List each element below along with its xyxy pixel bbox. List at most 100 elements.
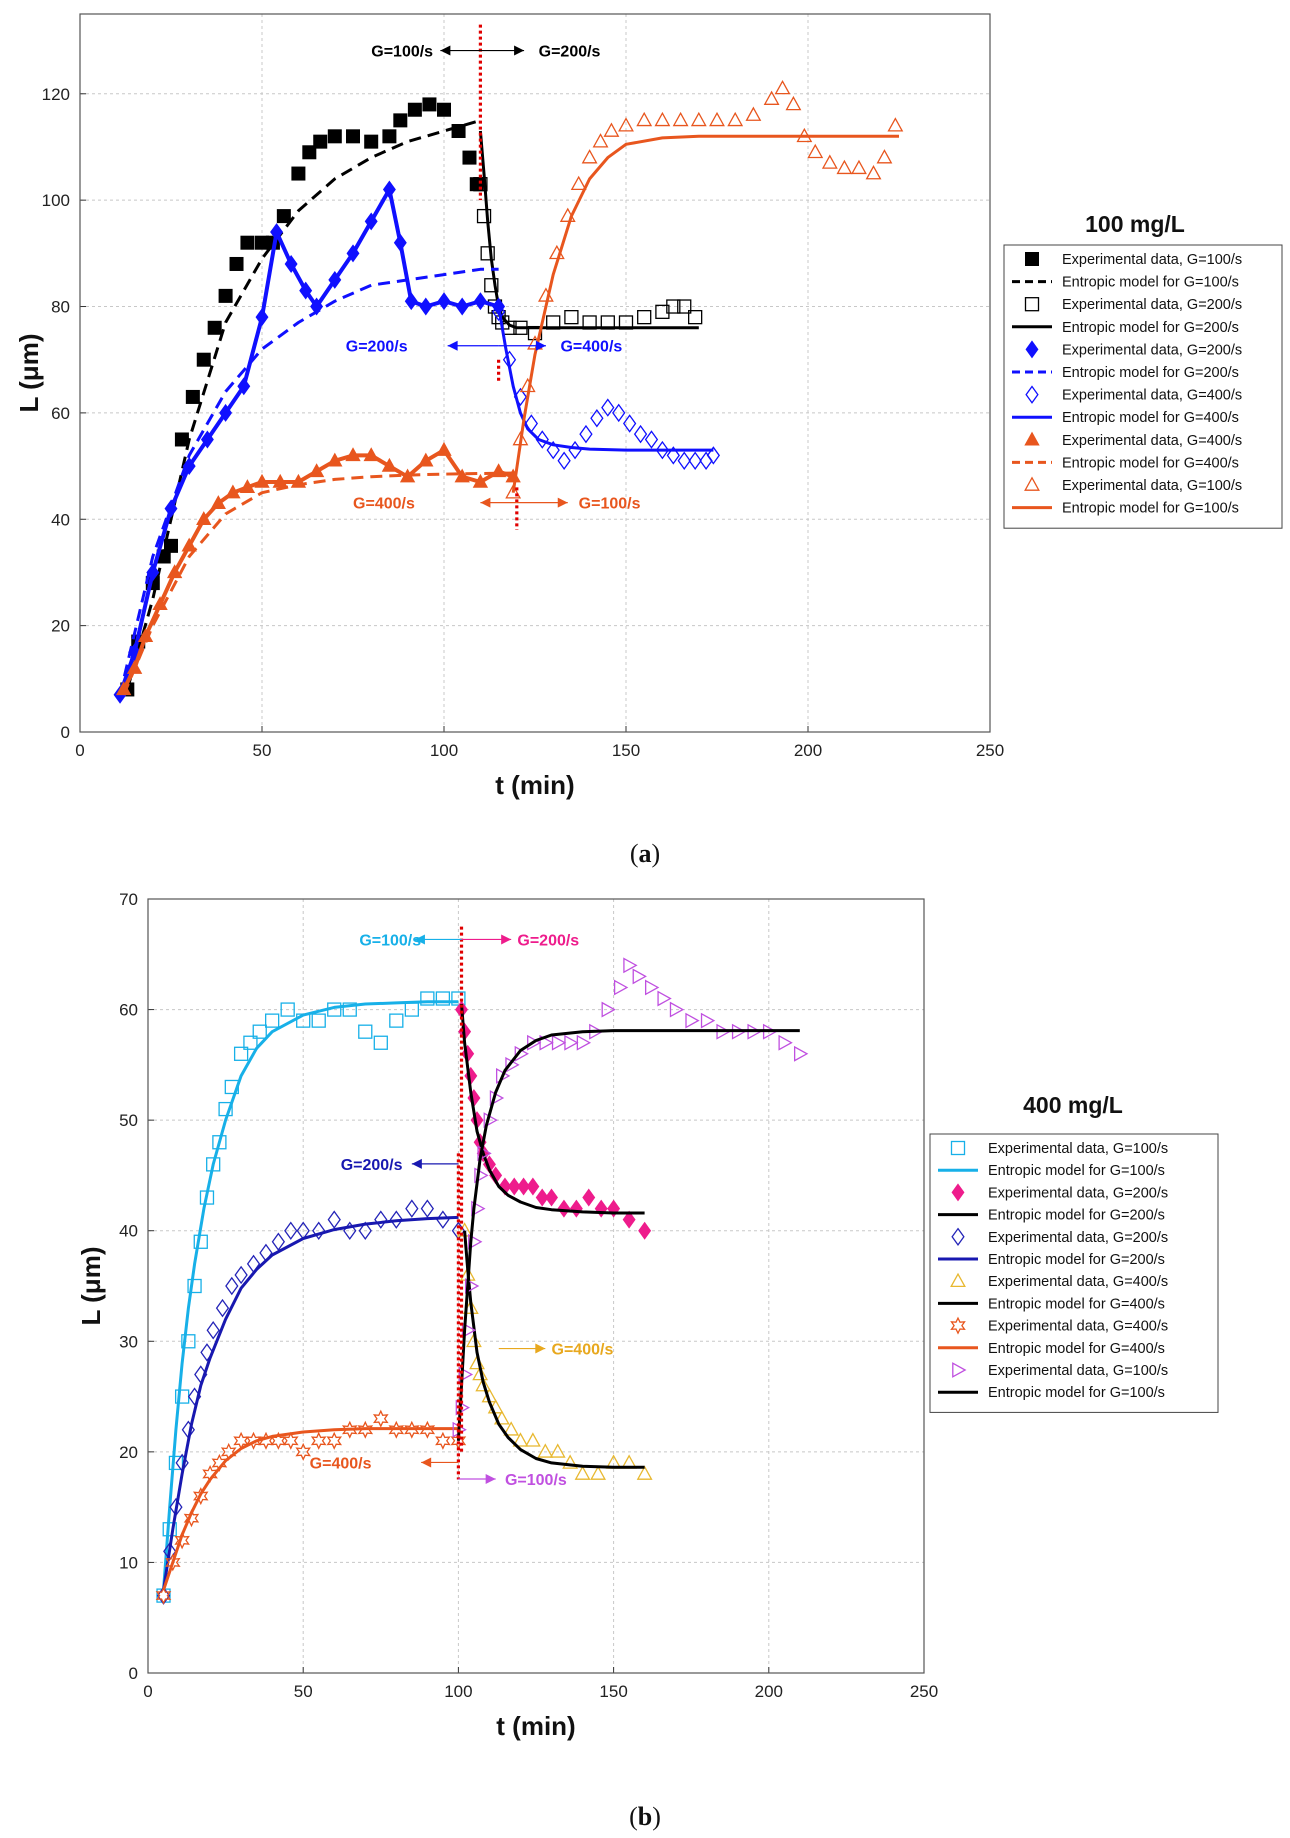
data-point — [346, 129, 360, 144]
data-point — [464, 1278, 480, 1294]
data-point — [700, 1012, 716, 1029]
data-point — [505, 484, 522, 499]
data-point — [327, 452, 343, 467]
data-point — [212, 1135, 227, 1150]
data-point — [237, 377, 251, 396]
plot-area — [148, 899, 924, 1673]
data-point — [483, 1112, 498, 1129]
data-point — [524, 1432, 541, 1447]
data-point — [471, 1200, 486, 1217]
data-point — [233, 1046, 249, 1061]
data-point — [484, 278, 499, 293]
data-point — [312, 1221, 326, 1240]
data-point — [657, 990, 672, 1007]
data-point — [512, 1432, 529, 1447]
legend-label: Experimental data, G=400/s — [1062, 388, 1242, 404]
legend-label: Entropic model for G=400/s — [988, 1341, 1165, 1357]
series-9 — [116, 441, 521, 696]
y-tick-label: 0 — [129, 1664, 138, 1683]
data-point — [763, 90, 780, 105]
x-axis-label: t (min) — [496, 1711, 575, 1741]
x-tick-label: 200 — [755, 1682, 783, 1701]
y-tick-label: 60 — [119, 1001, 138, 1020]
annotation-label: G=200/s — [539, 44, 601, 61]
data-point — [473, 292, 487, 311]
data-point — [564, 310, 579, 325]
chart-panel-b: 0 50 100 150 200 250 0 10 20 30 40 50 60 70 t (min) L (… — [76, 890, 1219, 1831]
x-tick-label: 50 — [294, 1682, 313, 1701]
data-point — [302, 145, 317, 160]
axes-frame — [147, 898, 925, 1674]
data-point — [174, 1531, 190, 1550]
data-point — [545, 1188, 558, 1207]
legend-swatch-marker — [951, 1183, 965, 1202]
data-point — [655, 304, 670, 319]
series-line — [478, 130, 699, 330]
legend-swatch-marker — [950, 1272, 966, 1288]
data-point — [240, 235, 255, 250]
data-point — [185, 389, 200, 404]
series-line — [162, 1427, 459, 1591]
caption-close-paren: ) — [652, 839, 661, 868]
data-point — [284, 1221, 298, 1240]
data-point — [174, 432, 189, 447]
series-12 — [511, 134, 899, 493]
y-tick-label: 40 — [51, 510, 70, 529]
data-point — [546, 440, 560, 460]
data-point — [419, 1420, 436, 1439]
data-point — [592, 133, 609, 148]
data-point — [215, 1298, 230, 1318]
annotation-arrow-head — [414, 934, 425, 945]
data-point — [865, 165, 882, 180]
legend-swatch-marker — [950, 1140, 966, 1156]
legend-label: Entropic model for G=100/s — [988, 1385, 1165, 1401]
legend-label: Experimental data, G=200/s — [988, 1230, 1168, 1246]
data-point — [200, 430, 214, 449]
data-point — [364, 134, 379, 149]
series-9 — [155, 1409, 467, 1605]
x-tick-label: 0 — [143, 1682, 152, 1701]
data-point — [468, 1233, 483, 1250]
annotation-label: G=200/s — [517, 932, 579, 949]
data-point — [196, 352, 211, 367]
legend-label: Experimental data, G=400/s — [1062, 433, 1242, 449]
caption-close-paren: ) — [652, 1802, 661, 1831]
x-tick-label: 150 — [599, 1682, 627, 1701]
data-point — [458, 1366, 474, 1383]
legend-label: Entropic model for G=200/s — [1062, 365, 1239, 381]
data-point — [727, 111, 744, 127]
annotation-arrow-head — [535, 340, 546, 351]
annotation-arrow-head — [480, 497, 491, 508]
data-point — [420, 991, 435, 1006]
legend-swatch-marker — [950, 1316, 966, 1335]
data-point — [557, 451, 571, 470]
data-point — [308, 463, 325, 478]
plot-area — [80, 14, 990, 732]
data-point — [498, 1177, 512, 1196]
series-line — [497, 306, 714, 452]
legend-label: Entropic model for G=400/s — [988, 1296, 1165, 1312]
data-point — [373, 1035, 388, 1050]
data-point — [420, 1199, 435, 1218]
data-point — [576, 1034, 592, 1051]
legend-swatch-marker — [1024, 297, 1040, 312]
data-point — [271, 1232, 286, 1252]
data-point — [851, 159, 867, 175]
data-point — [364, 212, 378, 231]
y-tick-label: 120 — [42, 85, 70, 104]
data-point — [688, 451, 702, 470]
data-point — [564, 1034, 579, 1051]
annotation-label: G=400/s — [353, 496, 415, 513]
y-tick-label: 10 — [119, 1553, 138, 1572]
data-point — [709, 111, 725, 127]
y-tick-label: 30 — [119, 1332, 138, 1351]
y-tick-label: 0 — [61, 723, 70, 742]
data-point — [341, 1420, 358, 1439]
y-tick-label: 20 — [119, 1443, 138, 1462]
data-point — [393, 113, 408, 128]
legend-label: Experimental data, G=100/s — [988, 1141, 1168, 1157]
annotation-arrow-head — [421, 1457, 432, 1468]
data-point — [480, 246, 495, 261]
data-point — [299, 281, 313, 300]
data-point — [393, 233, 407, 252]
